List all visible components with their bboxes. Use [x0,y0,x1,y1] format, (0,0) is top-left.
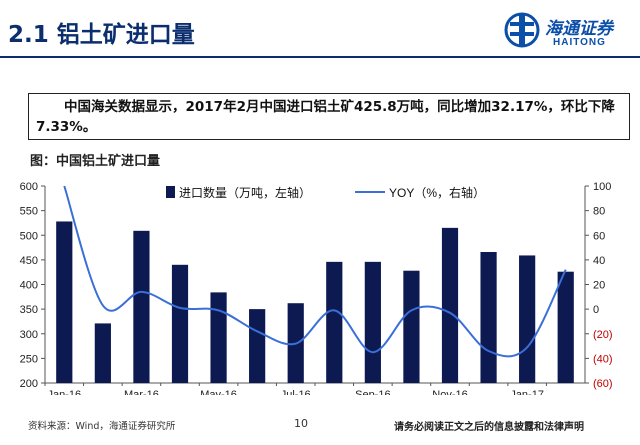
bar-May-16 [210,292,227,383]
yoy-line [63,185,567,358]
bar-Feb-16 [94,323,111,383]
bar-Jun-16 [249,309,266,383]
legend-line-label: YOY（%，右轴） [389,185,485,200]
bauxite-import-chart: 600550500450400350300250200100806040200(… [20,181,613,395]
left-tick-label: 350 [20,304,38,316]
left-tick-label: 500 [20,230,38,242]
header-divider [0,56,640,58]
bar-Jan-16 [56,221,73,383]
summary-box [28,93,630,140]
page-title: 2.1 铝土矿进口量 [8,22,195,48]
left-tick-label: 450 [20,255,38,267]
bar-Oct-16 [403,270,420,383]
legend-bar-swatch [166,186,175,198]
bar-Mar-16 [133,230,150,383]
x-tick-label: Jan-16 [47,389,81,395]
bar-Dec-16 [480,251,497,383]
bar-Apr-16 [171,264,189,383]
left-tick-label: 250 [20,353,38,365]
bar-Aug-16 [326,261,343,383]
x-tick-label: May-16 [200,389,237,395]
logo-chinese: 海通证券 [545,19,613,39]
logo-english: HAITONG [553,37,606,48]
left-tick-label: 200 [20,378,38,390]
bar-Jan-17 [519,255,536,383]
x-tick-label: Sep-16 [355,389,390,395]
x-tick-label: Mar-16 [124,389,159,395]
right-tick-label: 100 [593,181,611,193]
left-tick-label: 550 [20,206,38,218]
legend-bar-label: 进口数量（万吨，左轴） [179,185,311,200]
right-tick-label: 20 [593,280,605,292]
right-tick-label: (60) [593,378,613,390]
x-tick-label: Nov-16 [432,389,467,395]
x-tick-label: Jul-16 [281,389,311,395]
right-tick-label: 80 [593,206,605,218]
disclaimer-text: 请务必阅读正文之后的信息披露和法律声明 [394,422,584,433]
figure-title: 图：中国铝土矿进口量 [30,154,161,169]
right-tick-label: (40) [593,353,613,365]
left-tick-label: 400 [20,280,38,292]
left-tick-label: 600 [20,181,38,193]
source-note: 资料来源：Wind，海通证券研究所 [28,421,176,432]
right-tick-label: (20) [593,329,613,341]
bar-Feb-17 [557,271,574,383]
left-tick-label: 300 [20,329,38,341]
summary-text: 中国海关数据显示，2017年2月中国进口铝土矿425.8万吨，同比增加32.17… [36,99,615,135]
haitong-logo-icon [504,12,540,48]
x-tick-label: Jan-17 [510,389,544,395]
bar-Sep-16 [364,261,381,383]
page-number: 10 [294,417,308,430]
bar-Nov-16 [441,227,459,383]
right-tick-label: 60 [593,230,605,242]
right-tick-label: 40 [593,255,605,267]
right-tick-label: 0 [593,304,599,316]
